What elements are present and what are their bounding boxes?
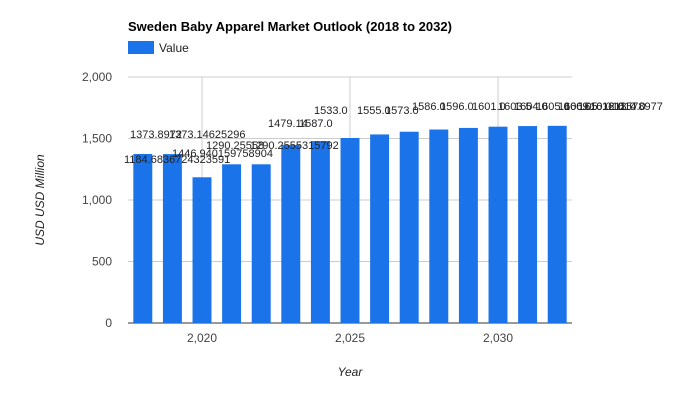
data-label: 1609.5 [564,101,598,113]
data-label: 1610.0 [578,101,612,113]
data-label: 1586.0 [412,101,446,113]
x-axis-title: Year [338,365,364,379]
bar[interactable] [281,145,301,323]
data-label: 1612.0 [590,101,624,113]
y-tick-label: 2,000 [82,70,112,84]
bar[interactable] [310,141,330,323]
data-label: 1290.2555315792 [250,140,339,152]
bar[interactable] [547,125,567,324]
x-tick-label: 2,020 [187,331,217,345]
data-label: 1605.0 [536,101,570,113]
data-label: 1613.0 [602,101,636,113]
y-axis-ticks: 0 500 1,000 1,500 2,000 [82,70,112,330]
data-label: 1373.14625296 [169,129,245,141]
legend-swatch [128,41,154,54]
y-tick-label: 0 [105,316,112,330]
bar[interactable] [518,126,538,324]
data-label: 1578977 [620,101,663,113]
bar[interactable] [429,129,449,323]
data-label: 1606.0 [558,101,592,113]
bar[interactable] [458,127,478,323]
bars [133,125,567,324]
data-label: 1596.0 [440,101,474,113]
y-tick-label: 1,000 [82,193,112,207]
bar[interactable] [399,131,419,323]
y-tick-label: 1,500 [82,132,112,146]
x-axis-ticks: 2,020 2,025 2,030 [187,331,513,345]
data-label: 1603.5 [498,101,532,113]
data-label: 1184.6836724323591 [124,154,230,166]
legend-label[interactable]: Value [159,41,189,55]
bar[interactable] [370,134,390,323]
bar[interactable] [222,164,242,323]
chart-title: Sweden Baby Apparel Market Outlook (2018… [128,19,452,34]
data-label: 1533.0 [314,105,348,117]
bar[interactable] [488,126,508,323]
bar[interactable] [133,154,153,323]
data-label: 1446.940159758904 [172,148,273,160]
data-label: 1604.0 [514,101,548,113]
data-label: 1290.25558 [206,140,264,152]
x-tick-label: 2,030 [483,331,513,345]
bar[interactable] [340,138,360,323]
x-tick-label: 2,025 [335,331,365,345]
y-tick-label: 500 [92,255,112,269]
y-axis-title: USD USD Million [33,154,47,246]
data-label: 1573.0 [385,105,419,117]
bar[interactable] [192,177,212,323]
bar[interactable] [162,154,182,323]
data-label: 1555.0 [357,105,391,117]
data-label: 1614.0 [612,101,646,113]
bar[interactable] [251,164,271,323]
data-label: 1587.0 [299,118,333,130]
data-label: 1479.14 [268,118,308,130]
data-label: 1373.8972 [130,129,182,141]
data-label: 1601.0 [472,101,506,113]
